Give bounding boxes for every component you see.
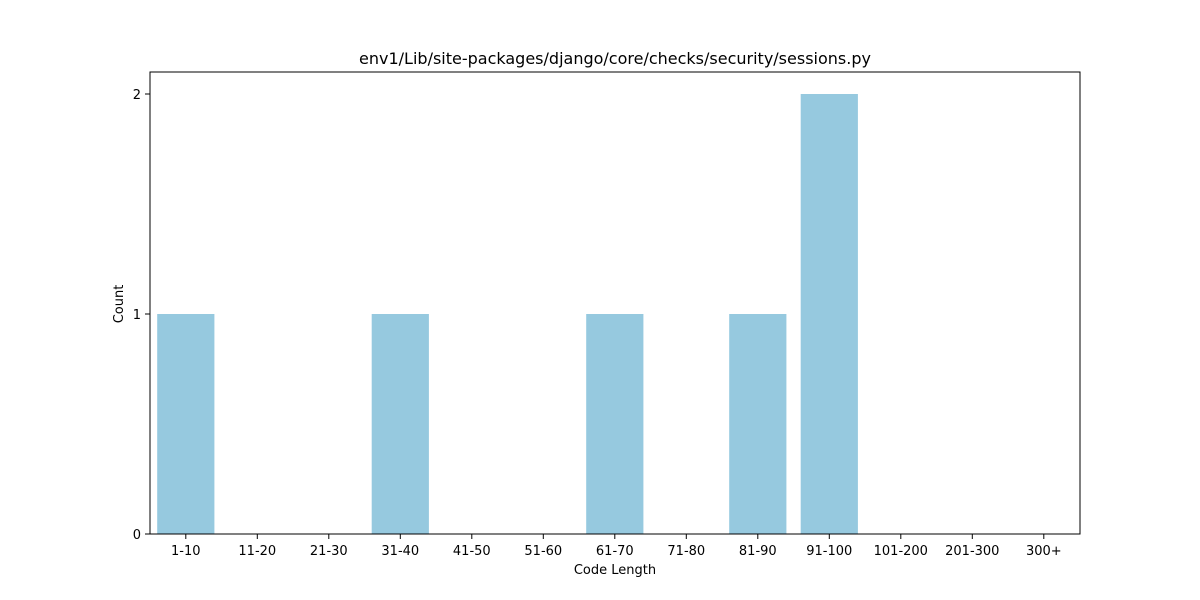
x-tick-label: 41-50 (453, 544, 491, 559)
x-tick-label: 21-30 (310, 544, 348, 559)
bar-61-70 (586, 314, 644, 534)
bar-91-100 (800, 94, 858, 534)
y-tick-label: 0 (133, 528, 141, 543)
x-axis-title: Code Length (574, 563, 656, 578)
x-tick-label: 61-70 (596, 544, 634, 559)
x-tick-label: 201-300 (945, 544, 999, 559)
x-tick-label: 81-90 (739, 544, 777, 559)
x-tick-label: 51-60 (524, 544, 562, 559)
x-tick-label: 71-80 (667, 544, 705, 559)
x-tick-label: 91-100 (806, 544, 852, 559)
bar-81-90 (729, 314, 787, 534)
bar-31-40 (371, 314, 429, 534)
y-axis-title: Count (112, 285, 127, 324)
x-tick-label: 300+ (1026, 544, 1062, 559)
y-tick-label: 2 (133, 88, 141, 103)
x-tick-label: 1-10 (171, 544, 201, 559)
y-tick-label: 1 (133, 308, 141, 323)
y-axis-ticks: 0 1 2 (133, 88, 150, 543)
x-axis-ticks: 1-10 11-20 21-30 31-40 41-50 51-60 61-70 71-80 8… (171, 534, 1062, 559)
x-tick-label: 101-200 (874, 544, 928, 559)
x-tick-label: 11-20 (238, 544, 276, 559)
plot-area-frame (149, 71, 1081, 535)
chart-title: env1/Lib/site-packages/django/core/check… (359, 49, 871, 68)
x-tick-label: 31-40 (381, 544, 419, 559)
bar-1-10 (157, 314, 215, 534)
bars-group (157, 94, 858, 534)
